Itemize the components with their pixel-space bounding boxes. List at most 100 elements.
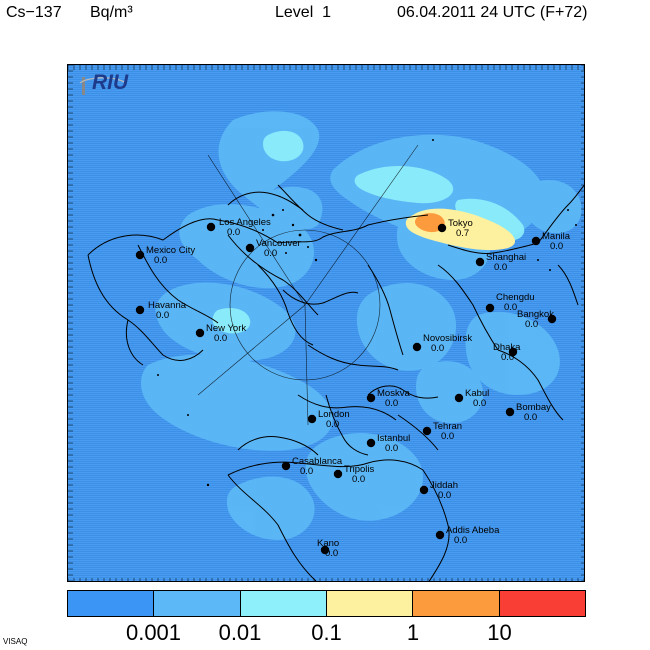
city-name-label: Kano xyxy=(317,538,339,549)
city-dot xyxy=(437,223,447,233)
city-dot xyxy=(135,305,145,315)
city-dot xyxy=(412,342,422,352)
city-dot xyxy=(422,426,432,436)
city-value-label: 0.0 xyxy=(501,352,514,363)
concentration-plume-peak xyxy=(415,213,445,233)
frame-tick-marks xyxy=(68,65,584,581)
colorbar-tick-label: 0.1 xyxy=(311,620,342,645)
colorbar-cell xyxy=(240,591,327,616)
coastlines xyxy=(87,184,584,581)
city-name-label: Kabul xyxy=(465,388,489,399)
city-value-label: 0.0 xyxy=(352,474,365,485)
city-value-label: 0.0 xyxy=(264,248,277,259)
city-value-label: 0.0 xyxy=(524,412,537,423)
city-dot xyxy=(245,243,255,253)
city-name-label: Manila xyxy=(542,231,571,242)
logo-text: RIU xyxy=(92,71,129,94)
colorbar-tick-label: 1 xyxy=(406,620,420,645)
dispersion-map: RIU Los Angeles 0.0 Vancouver 0.0 Mexico Cit… xyxy=(67,64,585,582)
graticule xyxy=(197,144,419,426)
city-value-label: 0.0 xyxy=(441,431,454,442)
city-name-label: Casablanca xyxy=(292,456,343,467)
city-name-label: Moskva xyxy=(377,388,410,399)
islands xyxy=(157,139,577,487)
city-name-label: Mexico City xyxy=(146,245,195,256)
city-name-label: London xyxy=(318,409,350,420)
colorbar-cell xyxy=(499,591,585,616)
city-value-label: 0.0 xyxy=(154,255,167,266)
city-value-label: 0.0 xyxy=(214,333,227,344)
colorbar-cell xyxy=(413,591,500,616)
city-name-label: Istanbul xyxy=(377,433,410,444)
city-dot xyxy=(508,347,518,357)
city-name-label: Jiddah xyxy=(430,480,458,491)
unit-label: Bq/m³ xyxy=(90,4,133,21)
city-value-label: 0.0 xyxy=(550,241,563,252)
city-name-label: Tripolis xyxy=(344,464,375,475)
city-name-label: New York xyxy=(206,323,246,334)
city-value-label: 0.0 xyxy=(326,419,339,430)
riu-logo: RIU xyxy=(79,71,129,95)
city-dot xyxy=(206,222,216,232)
city-dot xyxy=(505,407,515,417)
city-dot xyxy=(366,438,376,448)
city-value-label: 0.0 xyxy=(385,398,398,409)
city-dot xyxy=(419,485,429,495)
colorbar-tick-label: 0.01 xyxy=(218,620,262,645)
city-dot xyxy=(320,545,330,555)
city-name-label: Tokyo xyxy=(448,218,473,229)
city-value-label: 0.0 xyxy=(494,262,507,273)
city-name-label: Shanghai xyxy=(486,252,526,263)
city-value-label: 0.0 xyxy=(325,548,338,559)
city-name-label: Bangkok xyxy=(517,309,554,320)
city-dot xyxy=(454,393,464,403)
city-value-label: 0.7 xyxy=(456,228,469,239)
city-dot xyxy=(485,303,495,313)
city-dot xyxy=(195,328,205,338)
city-value-label: 0.0 xyxy=(385,443,398,454)
city-name-label: Vancouver xyxy=(256,238,301,249)
city-dot xyxy=(475,257,485,267)
level-label: Level 1 xyxy=(275,4,332,21)
city-name-label: Addis Abeba xyxy=(446,525,500,536)
colorbar-cell xyxy=(326,591,414,616)
city-dot xyxy=(281,461,291,471)
city-value-label: 0.0 xyxy=(454,535,467,546)
city-name-label: Los Angeles xyxy=(219,217,271,228)
city-name-label: Chengdu xyxy=(496,292,535,303)
city-value-label: 0.0 xyxy=(438,490,451,501)
city-value-label: 0.0 xyxy=(431,343,444,354)
city-dot xyxy=(547,314,557,324)
city-name-label: Bombay xyxy=(516,402,551,413)
city-name-label: Novosibirsk xyxy=(423,333,472,344)
city-dot xyxy=(333,469,343,479)
colorbar-cell xyxy=(68,591,155,616)
species-label: Cs−137 xyxy=(6,4,62,21)
footer-label: VISAQ xyxy=(3,637,28,646)
colorbar xyxy=(67,590,586,617)
city-value-label: 0.0 xyxy=(227,227,240,238)
city-value-label: 0.0 xyxy=(473,398,486,409)
city-name-label: Dhaka xyxy=(493,342,521,353)
city-name-label: Havanna xyxy=(148,300,187,311)
